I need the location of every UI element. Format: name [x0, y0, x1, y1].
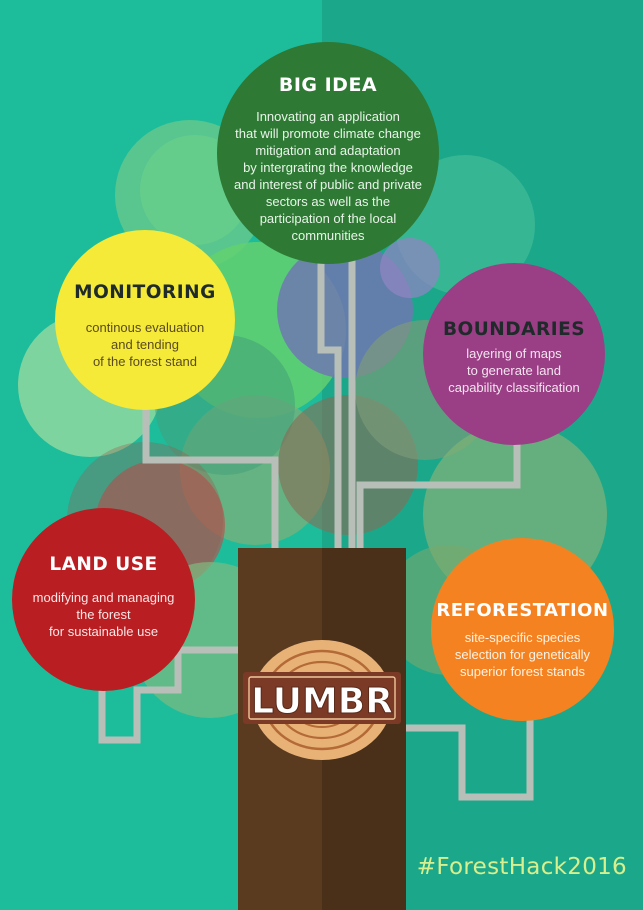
- logo-wordmark: LUMBR: [251, 681, 393, 722]
- big-idea-title: BIG IDEA: [278, 74, 378, 96]
- reforestation-circle: REFORESTATION site-specific species sele…: [431, 538, 614, 721]
- boundaries-title: BOUNDARIES: [442, 319, 586, 340]
- land-use-description: modifying and managing the forest for su…: [32, 590, 175, 639]
- reforestation-title: REFORESTATION: [436, 600, 609, 621]
- monitoring-circle: MONITORING continous evaluation and tend…: [55, 230, 235, 410]
- tree-ring-log-icon: [243, 640, 401, 760]
- hashtag-label: #ForestHack2016: [416, 854, 627, 880]
- boundaries-description: layering of maps to generate land capabi…: [448, 346, 580, 395]
- reforestation-description: site-specific species selection for gene…: [454, 630, 591, 679]
- big-idea-description: Innovating an application that will prom…: [234, 109, 422, 243]
- land-use-title: LAND USE: [49, 554, 158, 575]
- monitoring-title: MONITORING: [74, 282, 216, 303]
- land-use-circle: LAND USE modifying and managing the fore…: [12, 508, 195, 691]
- boundaries-circle: BOUNDARIES layering of maps to generate …: [423, 263, 605, 445]
- monitoring-description: continous evaluation and tending of the …: [85, 320, 205, 369]
- big-idea-circle: BIG IDEA Innovating an application that …: [217, 42, 439, 264]
